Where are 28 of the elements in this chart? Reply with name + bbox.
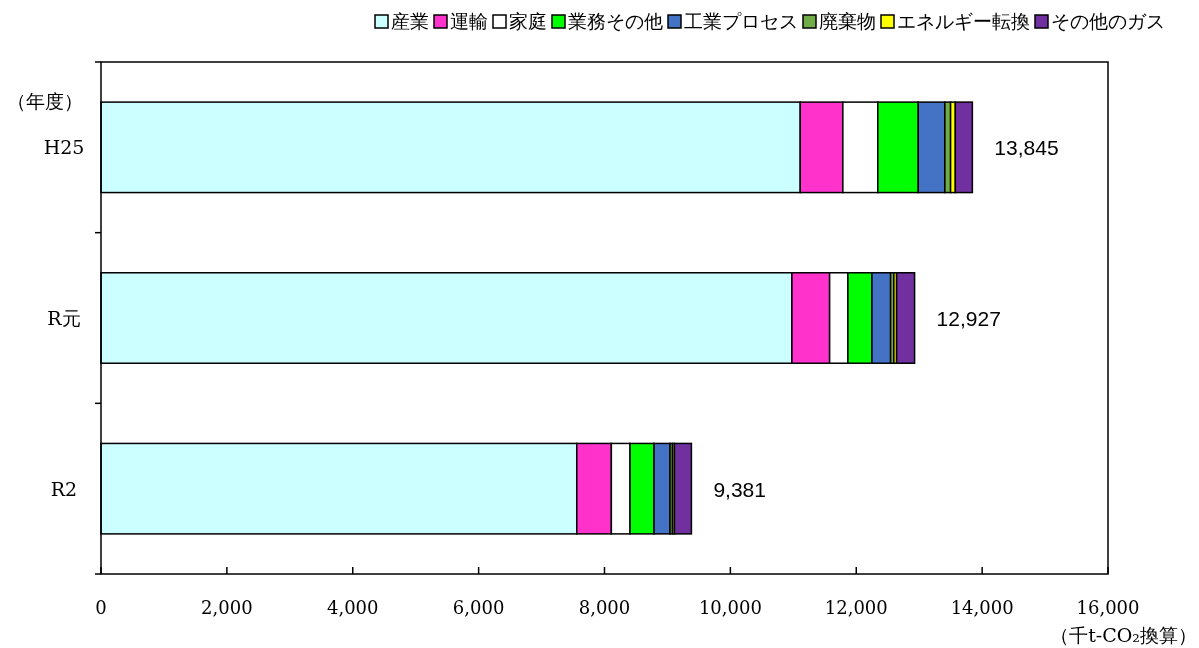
legend-label: 運輸 xyxy=(450,10,488,32)
legend-label: 工業プロセス xyxy=(684,10,798,32)
total-label: 9,381 xyxy=(713,477,766,501)
bar xyxy=(954,101,974,194)
legend-label: 産業 xyxy=(391,10,429,32)
x-tick-label: 10,000 xyxy=(698,597,762,618)
y-tick-label: H25 xyxy=(43,136,85,159)
x-tick-label: 12,000 xyxy=(824,597,888,618)
bar xyxy=(673,442,693,535)
x-tick-label: 16,000 xyxy=(1076,597,1140,618)
y-tick-label: R2 xyxy=(50,477,78,500)
x-tick-label: 4,000 xyxy=(326,597,379,618)
legend-label: 家庭 xyxy=(509,10,547,32)
total-label: 12,927 xyxy=(936,307,1001,330)
x-tick-label: 8,000 xyxy=(578,597,631,618)
x-tick-label: 2,000 xyxy=(201,597,253,618)
y-axis-title: （年度） xyxy=(7,90,83,112)
x-axis-title: （千t-CO₂換算） xyxy=(1050,624,1197,646)
x-tick-label: 0 xyxy=(95,597,107,618)
y-tick-label: R元 xyxy=(47,307,81,329)
legend-label: 廃棄物 xyxy=(819,10,876,32)
x-tick-label: 6,000 xyxy=(452,597,505,618)
legend-label: その他のガス xyxy=(1051,10,1165,32)
legend-label: 業務その他 xyxy=(568,10,663,32)
x-tick-label: 14,000 xyxy=(950,597,1014,618)
legend-label: エネルギー転換 xyxy=(897,10,1030,32)
total-label: 13,845 xyxy=(994,136,1059,160)
bar xyxy=(895,272,916,364)
